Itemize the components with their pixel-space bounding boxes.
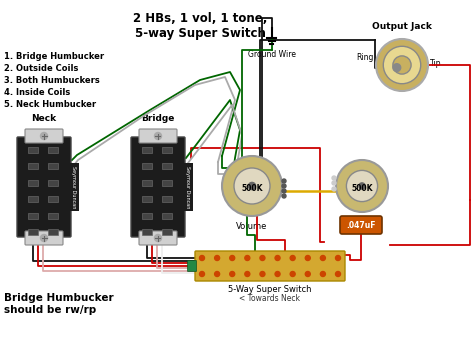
Bar [163, 163, 173, 169]
FancyBboxPatch shape [340, 216, 382, 234]
Circle shape [393, 64, 401, 72]
Bar [142, 196, 152, 202]
Circle shape [282, 189, 286, 193]
Circle shape [359, 183, 365, 189]
Circle shape [305, 271, 310, 277]
Text: < Towards Neck: < Towards Neck [239, 294, 301, 303]
Text: Tone: Tone [352, 218, 372, 227]
Text: 3. Both Humbuckers: 3. Both Humbuckers [4, 76, 100, 85]
Bar [142, 229, 152, 235]
Circle shape [245, 271, 250, 277]
Bar [27, 229, 37, 235]
Circle shape [332, 176, 336, 180]
Text: 5. Neck Humbucker: 5. Neck Humbucker [4, 100, 96, 109]
Bar [163, 213, 173, 218]
Circle shape [305, 256, 310, 260]
Text: Ring: Ring [356, 53, 374, 62]
FancyBboxPatch shape [195, 251, 345, 281]
Circle shape [282, 179, 286, 183]
FancyBboxPatch shape [188, 260, 197, 271]
Circle shape [234, 168, 270, 204]
Bar [48, 163, 58, 169]
FancyBboxPatch shape [17, 137, 71, 237]
Text: .047uF: .047uF [346, 221, 376, 229]
Circle shape [282, 194, 286, 198]
Text: 1. Bridge Humbucker: 1. Bridge Humbucker [4, 52, 104, 61]
Circle shape [383, 46, 421, 84]
Bar [142, 147, 152, 153]
Circle shape [155, 132, 162, 140]
Bar [48, 213, 58, 218]
Circle shape [275, 256, 280, 260]
Circle shape [200, 271, 204, 277]
Circle shape [260, 256, 265, 260]
Bar [163, 196, 173, 202]
Text: 5-Way Super Switch: 5-Way Super Switch [228, 285, 312, 294]
Bar [48, 229, 58, 235]
Text: 500K: 500K [351, 183, 373, 193]
Circle shape [245, 256, 250, 260]
FancyBboxPatch shape [25, 231, 63, 245]
Bar [27, 213, 37, 218]
Circle shape [282, 184, 286, 188]
Bar [48, 196, 58, 202]
Bar [48, 180, 58, 186]
Text: 2 HBs, 1 vol, 1 tone,
5-way Super Switch: 2 HBs, 1 vol, 1 tone, 5-way Super Switch [133, 12, 267, 40]
Text: Ground Wire: Ground Wire [248, 50, 296, 59]
FancyBboxPatch shape [139, 231, 177, 245]
Circle shape [393, 56, 411, 74]
Circle shape [336, 271, 340, 277]
Text: Seymour Duncan: Seymour Duncan [72, 166, 76, 208]
FancyBboxPatch shape [131, 137, 185, 237]
Bar [163, 229, 173, 235]
Circle shape [290, 271, 295, 277]
Circle shape [248, 182, 255, 190]
Bar [163, 180, 173, 186]
Bar [48, 147, 58, 153]
Text: Tip: Tip [430, 58, 441, 67]
Circle shape [215, 271, 219, 277]
Circle shape [222, 156, 282, 216]
Circle shape [40, 235, 47, 241]
Circle shape [346, 170, 378, 202]
Text: 2. Outside Coils: 2. Outside Coils [4, 64, 78, 73]
Text: Seymour Duncan: Seymour Duncan [185, 166, 191, 208]
Circle shape [320, 271, 325, 277]
Circle shape [320, 256, 325, 260]
Circle shape [215, 256, 219, 260]
Text: 500K: 500K [241, 183, 263, 193]
Text: Neck: Neck [31, 114, 56, 123]
Bar [142, 213, 152, 218]
Circle shape [230, 256, 235, 260]
Bar [27, 163, 37, 169]
Bar [163, 147, 173, 153]
Circle shape [336, 160, 388, 212]
Circle shape [275, 271, 280, 277]
Circle shape [376, 39, 428, 91]
FancyBboxPatch shape [25, 129, 63, 143]
Circle shape [336, 256, 340, 260]
Text: Output Jack: Output Jack [372, 22, 432, 31]
Bar [27, 180, 37, 186]
Bar [27, 196, 37, 202]
Circle shape [40, 132, 47, 140]
Text: Bridge: Bridge [141, 114, 175, 123]
Text: Volume: Volume [237, 222, 268, 231]
Circle shape [332, 181, 336, 185]
Circle shape [155, 235, 162, 241]
FancyBboxPatch shape [139, 129, 177, 143]
Circle shape [200, 256, 204, 260]
Circle shape [260, 271, 265, 277]
Circle shape [290, 256, 295, 260]
Text: Bridge Humbucker
should be rw/rp: Bridge Humbucker should be rw/rp [4, 293, 114, 315]
Bar [142, 163, 152, 169]
Circle shape [332, 187, 336, 191]
Circle shape [230, 271, 235, 277]
Bar [27, 147, 37, 153]
Text: 4. Inside Coils: 4. Inside Coils [4, 88, 70, 97]
Bar [142, 180, 152, 186]
